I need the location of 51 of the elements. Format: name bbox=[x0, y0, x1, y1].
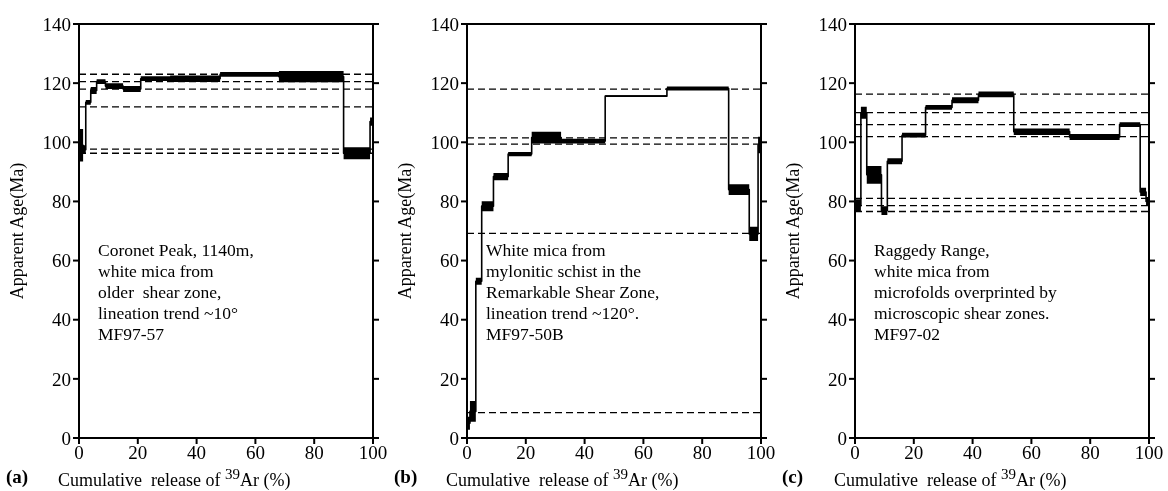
x-tick-label: 80 bbox=[1080, 442, 1100, 464]
y-tick-label: 40 bbox=[828, 309, 847, 331]
y-tick-label: 60 bbox=[52, 250, 71, 272]
y-tick-label: 80 bbox=[52, 191, 71, 213]
y-tick-label: 40 bbox=[440, 309, 459, 331]
y-tick-label: 80 bbox=[828, 191, 847, 213]
y-tick-label: 60 bbox=[828, 250, 847, 272]
y-tick-label: 100 bbox=[818, 132, 847, 154]
x-tick-label: 60 bbox=[633, 442, 653, 464]
x-axis-title: Cumulative release of $^{39}$Ar (%) bbox=[834, 466, 1067, 491]
x-tick-label: 40 bbox=[187, 442, 207, 464]
y-axis-title: Apparent Age(Ma) bbox=[783, 162, 805, 300]
y-tick-label: 0 bbox=[449, 427, 459, 449]
x-axis-title: Cumulative release of $^{39}$Ar (%) bbox=[446, 466, 679, 491]
y-tick-label: 20 bbox=[440, 368, 459, 390]
x-tick-label: 100 bbox=[1134, 442, 1164, 464]
text: (a) bbox=[6, 466, 29, 488]
y-tick-label: 140 bbox=[818, 13, 847, 35]
y-tick-label: 60 bbox=[440, 250, 459, 272]
y-tick-label: 20 bbox=[52, 368, 71, 390]
x-tick-label: 20 bbox=[128, 442, 148, 464]
y-tick-label: 140 bbox=[430, 13, 459, 35]
y-tick-label: 0 bbox=[61, 427, 71, 449]
y-tick-label: 120 bbox=[818, 72, 847, 94]
x-tick-label: 60 bbox=[1021, 442, 1041, 464]
annotation: Raggedy Range, white mica from microfolds overprinted by microscopic shear zones. MF97-02 bbox=[874, 240, 1057, 345]
y-tick-label: 20 bbox=[828, 368, 847, 390]
x-tick-label: 100 bbox=[746, 442, 776, 464]
y-tick-label: 0 bbox=[837, 427, 847, 449]
y-axis-title: Apparent Age(Ma) bbox=[395, 162, 417, 300]
x-tick-label: 40 bbox=[575, 442, 595, 464]
y-axis-title: Apparent Age(Ma) bbox=[7, 162, 29, 300]
y-tick-label: 80 bbox=[440, 191, 459, 213]
y-tick-label: 100 bbox=[430, 132, 459, 154]
y-tick-label: 120 bbox=[430, 72, 459, 94]
y-tick-label: 40 bbox=[52, 309, 71, 331]
x-axis-title: Cumulative release of $^{39}$Ar (%) bbox=[58, 466, 291, 491]
text: (c) bbox=[782, 466, 804, 488]
x-tick-label: 20 bbox=[904, 442, 924, 464]
x-tick-label: 60 bbox=[245, 442, 265, 464]
x-tick-label: 80 bbox=[304, 442, 324, 464]
x-tick-label: 100 bbox=[358, 442, 388, 464]
text: (b) bbox=[394, 466, 418, 488]
y-tick-label: 120 bbox=[42, 72, 71, 94]
x-tick-label: 80 bbox=[692, 442, 712, 464]
annotation: Coronet Peak, 1140m, white mica from older shear zone, lineation trend ~10° MF97-57 bbox=[98, 240, 254, 345]
y-tick-label: 140 bbox=[42, 13, 71, 35]
annotation: White mica from mylonitic schist in the Remarkable Shear Zone, lineation trend ~120°. MF97-50B bbox=[486, 240, 660, 345]
x-tick-label: 40 bbox=[963, 442, 983, 464]
y-tick-label: 100 bbox=[42, 132, 71, 154]
x-tick-label: 20 bbox=[516, 442, 536, 464]
